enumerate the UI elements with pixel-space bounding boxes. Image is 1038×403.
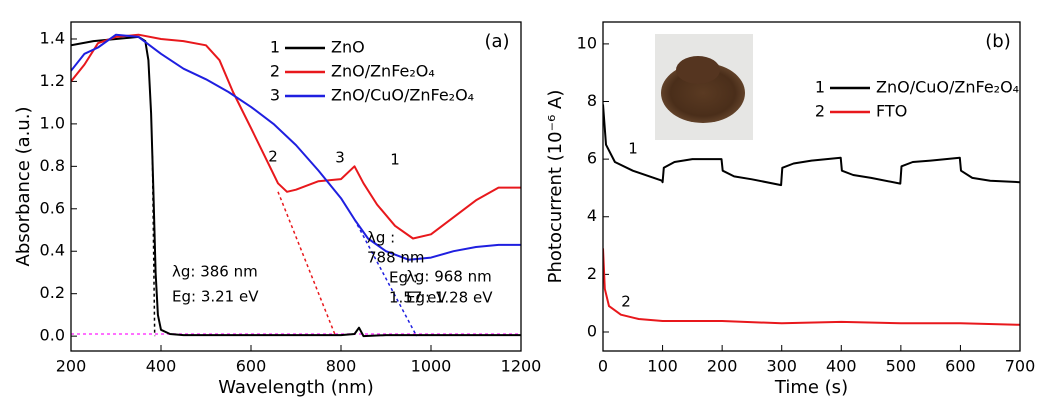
x-tick-label: 800 [326,357,357,376]
y-tick-label: 0.0 [40,326,65,345]
y-tick-label: 0.4 [40,241,65,260]
x-tick-label: 400 [826,357,857,376]
figure: 200400600800100012000.00.20.40.60.81.01.… [0,0,1038,403]
x-tick-label: 200 [56,357,87,376]
curve-label: 1 [628,140,638,158]
y-tick-label: 1.4 [40,28,65,47]
y-tick-label: 10 [577,33,597,52]
y-tick-label: 6 [587,149,597,168]
legend-label: ZnO/CuO/ZnFe₂O₄ [331,86,474,105]
x-tick-label: 300 [766,357,797,376]
x-tick-label: 500 [886,357,917,376]
fit-line [278,192,336,336]
panel-label: (b) [985,31,1010,52]
y-tick-label: 2 [587,264,597,283]
series-line [603,248,1020,324]
legend-label: FTO [876,102,907,121]
annotation: λg: 968 nm [406,268,492,286]
inset-photo [655,34,753,140]
y-tick-label: 1.0 [40,113,65,132]
legend-label: ZnO/CuO/ZnFe₂O₄ [876,78,1019,97]
series-line [71,35,521,260]
curve-label: 2 [268,148,278,166]
x-axis-title: Time (s) [774,377,848,398]
x-tick-label: 0 [598,357,608,376]
legend-number: 1 [270,38,280,57]
y-tick-label: 0.2 [40,283,65,302]
legend-number: 2 [815,102,825,121]
annotation: Eg: 3.21 eV [172,288,259,306]
panel-label: (a) [484,31,509,52]
annotation: Eg: 1.28 eV [406,289,493,307]
x-tick-label: 100 [647,357,678,376]
annotation: 788 nm [367,249,425,267]
y-tick-label: 0.6 [40,198,65,217]
curve-label: 1 [390,151,400,169]
x-tick-label: 600 [236,357,267,376]
y-tick-label: 0 [587,321,597,340]
x-tick-label: 200 [707,357,738,376]
series-line [71,35,521,239]
y-tick-label: 8 [587,91,597,110]
x-tick-label: 700 [1005,357,1036,376]
x-tick-label: 400 [146,357,177,376]
y-tick-label: 1.2 [40,71,65,90]
y-axis-title: Absorbance (a.u.) [13,106,34,266]
annotation: λg : [367,229,395,247]
legend-label: ZnO [331,38,365,57]
x-tick-label: 1200 [501,357,542,376]
x-axis-title: Wavelength (nm) [218,377,374,398]
y-tick-label: 0.8 [40,156,65,175]
legend-number: 3 [270,86,280,105]
legend-number: 1 [815,78,825,97]
legend-label: ZnO/ZnFe₂O₄ [331,62,435,81]
y-tick-label: 4 [587,206,597,225]
curve-label: 3 [335,149,345,167]
y-axis-title: Photocurrent (10⁻⁶ A) [545,90,566,284]
x-tick-label: 600 [945,357,976,376]
curve-label: 2 [621,293,631,311]
legend-number: 2 [270,62,280,81]
annotation: λg: 386 nm [172,263,258,281]
x-tick-label: 1000 [411,357,452,376]
